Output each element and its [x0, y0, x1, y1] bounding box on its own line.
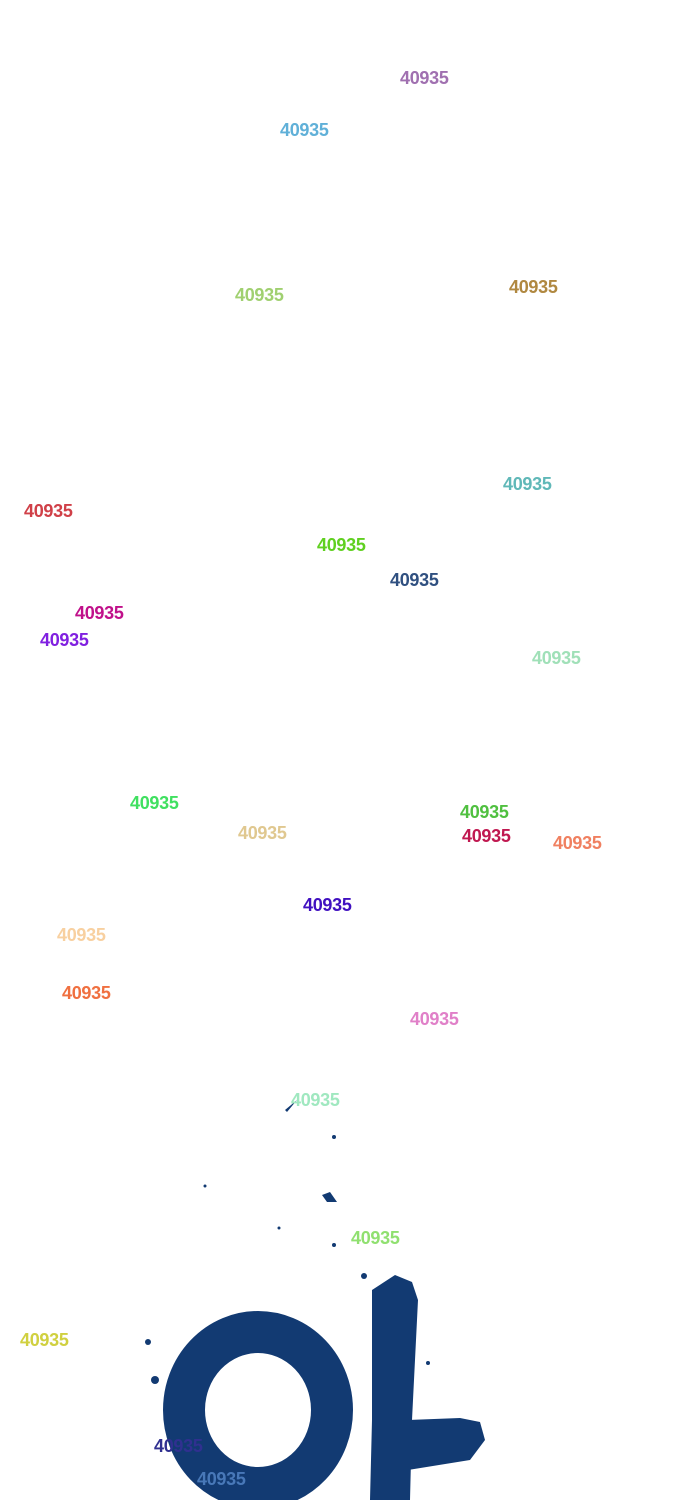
- number-label: 40935: [20, 1330, 69, 1350]
- number-label: 40935: [532, 648, 581, 668]
- number-label: 40935: [351, 1228, 400, 1248]
- brush-horizontal-stroke: [408, 1418, 485, 1470]
- number-label: 40935: [75, 603, 124, 623]
- number-label: 40935: [57, 925, 106, 945]
- number-label: 40935: [197, 1469, 246, 1489]
- number-label: 40935: [291, 1090, 340, 1110]
- brush-vertical-stroke: [370, 1275, 418, 1500]
- number-label: 40935: [130, 793, 179, 813]
- number-label: 40935: [24, 501, 73, 521]
- brush-splatter: [285, 1100, 337, 1202]
- number-label: 40935: [40, 630, 89, 650]
- number-label: 40935: [317, 535, 366, 555]
- brush-ring: [163, 1311, 353, 1500]
- number-label: 40935: [303, 895, 352, 915]
- number-label: 40935: [400, 68, 449, 88]
- brush-strokes: [145, 1100, 485, 1500]
- number-label: 40935: [390, 570, 439, 590]
- number-label: 40935: [154, 1436, 203, 1456]
- number-label: 40935: [235, 285, 284, 305]
- number-label: 40935: [410, 1009, 459, 1029]
- number-label: 40935: [509, 277, 558, 297]
- number-label: 40935: [553, 833, 602, 853]
- number-label: 40935: [460, 802, 509, 822]
- number-label: 40935: [62, 983, 111, 1003]
- number-label: 40935: [280, 120, 329, 140]
- number-label: 40935: [462, 826, 511, 846]
- number-label: 40935: [238, 823, 287, 843]
- number-label: 40935: [503, 474, 552, 494]
